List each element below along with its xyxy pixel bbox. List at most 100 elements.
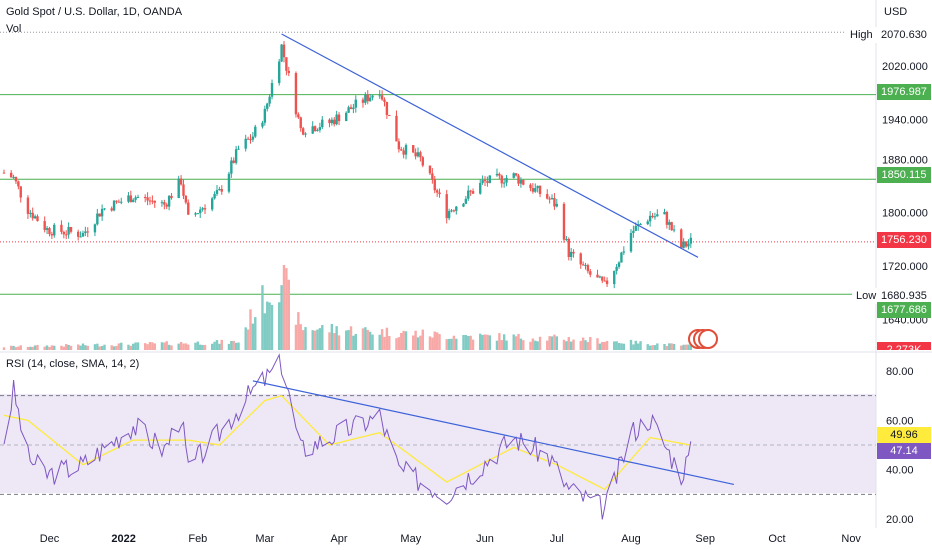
volume-bar bbox=[488, 335, 491, 350]
volume-bar bbox=[617, 343, 621, 350]
volume-bar bbox=[136, 342, 140, 350]
candle-body bbox=[687, 243, 690, 247]
level-label-1[interactable]: 1976.987 bbox=[877, 84, 931, 100]
volume-bar bbox=[572, 339, 575, 350]
volume-bar bbox=[620, 343, 623, 350]
candle-body bbox=[280, 44, 283, 62]
candle-body bbox=[445, 194, 448, 219]
price-trendline[interactable] bbox=[281, 33, 699, 258]
candle-body bbox=[136, 196, 140, 198]
volume-bar bbox=[419, 335, 422, 350]
volume-bar bbox=[672, 343, 676, 350]
rsi-pane[interactable] bbox=[0, 353, 876, 520]
volume-bar bbox=[589, 336, 592, 350]
candle-body bbox=[211, 198, 214, 210]
volume-bar bbox=[613, 341, 616, 350]
volume-bar bbox=[514, 336, 518, 350]
candle-body bbox=[167, 195, 171, 207]
volume-bar bbox=[211, 343, 214, 350]
volume-bar bbox=[53, 345, 56, 350]
candle-body bbox=[177, 178, 180, 198]
level-label-2[interactable]: 1850.115 bbox=[877, 167, 931, 183]
candle-body bbox=[366, 94, 369, 102]
event-flags[interactable] bbox=[688, 329, 718, 349]
volume-bar bbox=[69, 345, 73, 350]
volume-bar bbox=[452, 335, 456, 350]
candle-body bbox=[500, 175, 503, 184]
candle-body bbox=[184, 195, 188, 203]
candle-body bbox=[194, 213, 197, 215]
volume-bar bbox=[656, 343, 659, 350]
price-tick-label: 1940.000 bbox=[882, 114, 928, 126]
candle-body bbox=[555, 203, 559, 207]
candle-body bbox=[517, 175, 520, 184]
candle-body bbox=[586, 265, 590, 272]
candle-body bbox=[486, 181, 489, 183]
volume-bar bbox=[321, 325, 324, 350]
time-tick-label: Apr bbox=[330, 533, 347, 545]
volume-bar bbox=[689, 345, 693, 350]
volume-bar bbox=[218, 343, 221, 350]
candle-body bbox=[196, 213, 200, 215]
volume-bar bbox=[270, 304, 274, 350]
candle-body bbox=[502, 182, 506, 184]
volume-bar bbox=[179, 341, 183, 350]
candle-body bbox=[261, 122, 264, 127]
candle-body bbox=[400, 149, 403, 151]
level-label-3[interactable]: 1677.686 bbox=[877, 302, 931, 318]
rsi-label[interactable]: RSI (14, close, SMA, 14, 2) bbox=[6, 358, 140, 370]
candle-body bbox=[14, 176, 18, 182]
volume-bar bbox=[84, 345, 87, 350]
volume-bar bbox=[333, 332, 336, 350]
volume-bar bbox=[400, 332, 403, 350]
volume-bar bbox=[352, 335, 355, 350]
volume-bar bbox=[584, 340, 587, 350]
candle-body bbox=[579, 253, 582, 265]
volume-bar bbox=[548, 336, 551, 350]
price-levels[interactable] bbox=[0, 31, 876, 295]
symbol-title[interactable]: Gold Spot / U.S. Dollar, 1D, OANDA bbox=[6, 6, 183, 18]
volume-bar bbox=[261, 285, 264, 350]
candle-body bbox=[311, 126, 314, 134]
candle-body bbox=[479, 183, 482, 194]
candle-body bbox=[333, 119, 336, 125]
price-axis[interactable]: 2020.000 1940.000 1880.000 1800.000 1720.000… bbox=[882, 61, 928, 526]
candle-body bbox=[512, 173, 515, 178]
volume-bar bbox=[562, 339, 566, 350]
candle-body bbox=[452, 210, 456, 212]
candle-body bbox=[651, 215, 654, 217]
price-trendline-line bbox=[281, 33, 699, 258]
volume-bar bbox=[215, 340, 219, 350]
candle-body bbox=[596, 274, 599, 278]
time-tick-label: 2022 bbox=[111, 533, 135, 545]
volume-bar bbox=[2, 347, 6, 350]
volume-bar bbox=[103, 344, 106, 350]
candle-body bbox=[483, 180, 487, 182]
volume-bar bbox=[33, 345, 37, 350]
candle-body bbox=[2, 172, 6, 174]
volume-bar bbox=[421, 329, 424, 350]
last-price-label[interactable]: 1756.230 bbox=[877, 232, 931, 248]
candle-body bbox=[230, 160, 233, 174]
candle-body bbox=[84, 231, 87, 233]
volume-bar bbox=[519, 338, 523, 350]
candle-body bbox=[368, 97, 372, 102]
candle-body bbox=[254, 126, 257, 137]
volume-bar bbox=[500, 340, 503, 350]
candle-body bbox=[639, 224, 642, 226]
volume-bar bbox=[605, 341, 609, 350]
volume-bar bbox=[299, 324, 302, 350]
candle-body bbox=[153, 200, 156, 203]
candle-body bbox=[404, 145, 408, 155]
low-tag: Low bbox=[852, 288, 881, 304]
time-tick-label: Jun bbox=[476, 533, 494, 545]
candle-body bbox=[548, 198, 551, 200]
time-axis[interactable]: Dec 2022 Feb Mar Apr May Jun Jul Aug Sep Oct Nov bbox=[40, 533, 862, 545]
candle-body bbox=[112, 200, 116, 211]
time-tick-label: Nov bbox=[841, 533, 861, 545]
volume-bar bbox=[98, 346, 101, 350]
volume-bar bbox=[567, 337, 570, 350]
candle-body bbox=[213, 193, 216, 199]
currency-label[interactable]: USD bbox=[884, 6, 908, 18]
